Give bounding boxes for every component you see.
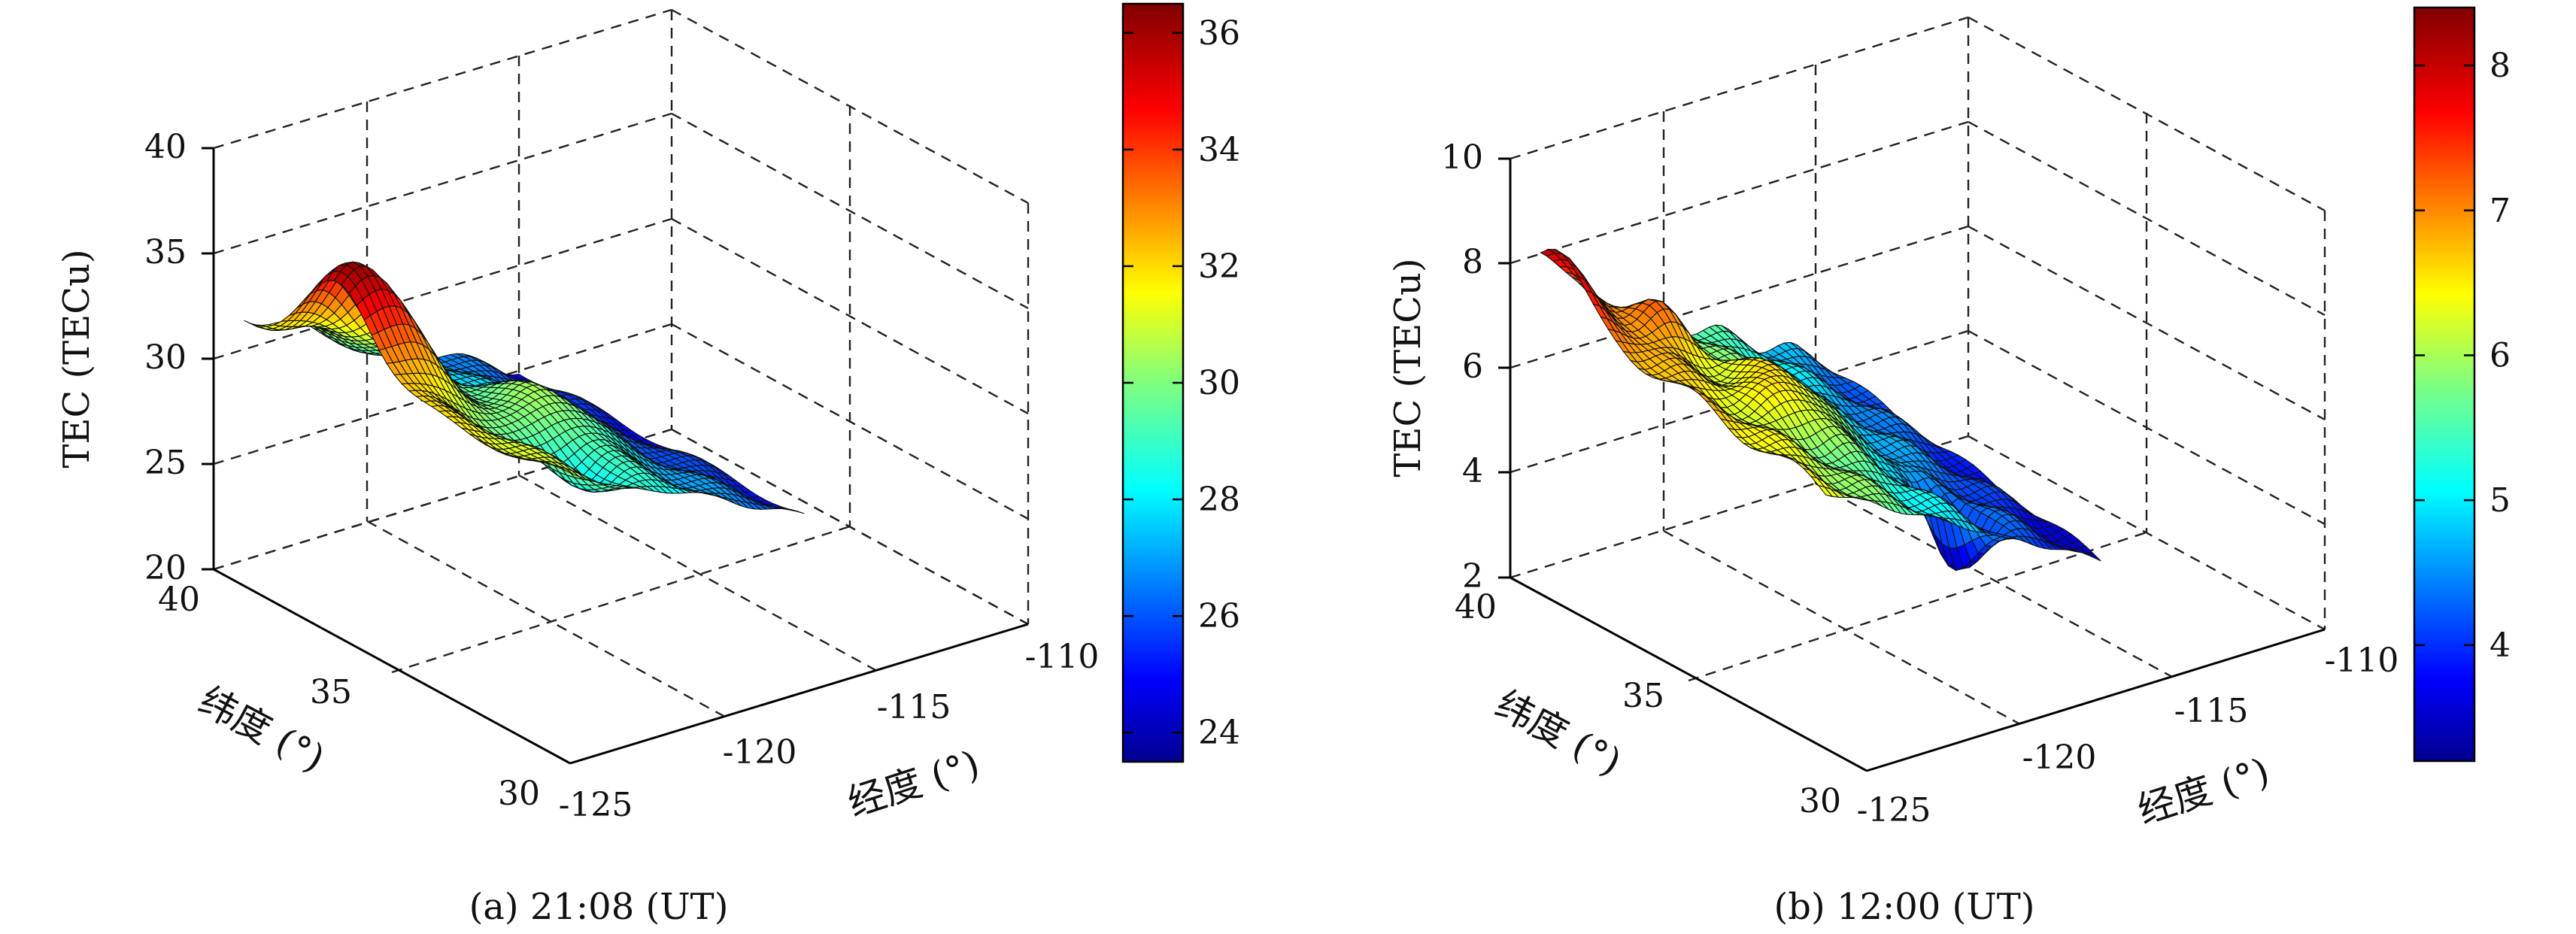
- panel-b-z-tick-6: 6: [1462, 347, 1483, 386]
- colorbar-tick-label: 8: [2490, 47, 2511, 85]
- panel-a-x-tick-110: -110: [1025, 638, 1100, 676]
- panel-b-surface: [1540, 248, 2101, 572]
- panel-b-colorbar-ticks: 4 5 6 7 8: [2414, 47, 2511, 665]
- panel-a-axes-box: [202, 8, 1030, 765]
- panel-b-x-axis-label: 经度 (°): [2132, 749, 2274, 832]
- panel-b-x-tick-125: -125: [1857, 791, 1931, 829]
- panel-b-y-axis-label: 纬度 (°): [1488, 682, 1628, 784]
- panel-a-x-tick-125: -125: [559, 786, 633, 824]
- panel-a-y-tick-40: 40: [158, 581, 200, 619]
- panel-b: 10 8 6 4 2 TEC (TECu) 40 35 30 纬度 (°) -1…: [1387, 6, 2511, 928]
- panel-b-axes-box: [1498, 16, 2326, 772]
- panel-b-y-tick-35: 35: [1622, 677, 1664, 715]
- panel-b-caption: (b) 12:00 (UT): [1774, 886, 2035, 928]
- panel-a: 40 35 30 25 20 TEC (TECu) 40 35 30 纬度 (°…: [56, 2, 1240, 928]
- panel-b-x-tick-120: -120: [2022, 738, 2097, 777]
- panel-b-y-tick-40: 40: [1455, 588, 1497, 626]
- colorbar-tick-label: 7: [2490, 192, 2511, 230]
- colorbar-tick-label: 30: [1198, 364, 1240, 402]
- panel-b-z-tick-8: 8: [1462, 243, 1483, 281]
- panel-a-x-axis-label: 经度 (°): [842, 741, 985, 825]
- panel-a-colorbar-ticks: 24 26 28 30 32 34 36: [1123, 14, 1240, 752]
- panel-b-y-tick-30: 30: [1799, 782, 1841, 820]
- panel-a-surface: [244, 261, 805, 514]
- colorbar-tick-label: 28: [1198, 481, 1240, 519]
- panel-a-z-tick-35: 35: [144, 233, 187, 271]
- surface-cell: [790, 509, 805, 514]
- panel-a-colorbar: 24 26 28 30 32 34 36: [1121, 2, 1240, 763]
- panel-b-x-tick-110: -110: [2325, 641, 2399, 680]
- panel-b-colorbar: 4 5 6 7 8: [2413, 6, 2511, 763]
- panel-a-x-tick-120: -120: [723, 733, 797, 772]
- colorbar-tick-label: 26: [1198, 597, 1240, 635]
- colorbar-tick-label: 34: [1198, 131, 1240, 169]
- panel-b-z-axis-label: TEC (TECu): [1387, 258, 1429, 477]
- panel-a-z-tick-30: 30: [144, 338, 187, 377]
- panel-b-colorbar-gradient: [2413, 6, 2476, 763]
- panel-a-x-tick-115: -115: [877, 688, 951, 726]
- panel-b-x-tick-115: -115: [2174, 692, 2249, 730]
- colorbar-tick-label: 5: [2490, 481, 2511, 520]
- panel-a-z-tick-25: 25: [144, 444, 187, 482]
- panel-a-y-tick-30: 30: [498, 775, 540, 813]
- colorbar-tick-label: 6: [2490, 336, 2511, 375]
- panel-a-z-axis-label: TEC (TECu): [56, 249, 98, 468]
- panel-a-y-tick-35: 35: [310, 673, 352, 711]
- panel-a-z-tick-40: 40: [144, 128, 187, 166]
- colorbar-tick-label: 4: [2490, 626, 2511, 665]
- panel-b-z-tick-10: 10: [1441, 138, 1483, 177]
- colorbar-tick-label: 32: [1198, 247, 1240, 286]
- panel-a-z-tick-20: 20: [144, 549, 187, 587]
- surface-cell: [2086, 552, 2101, 562]
- panel-b-z-tick-4: 4: [1462, 452, 1483, 490]
- colorbar-tick-label: 24: [1198, 714, 1240, 752]
- panel-b-z-tick-2: 2: [1462, 557, 1483, 596]
- colorbar-tick-label: 36: [1198, 14, 1240, 53]
- panel-a-caption: (a) 21:08 (UT): [469, 886, 729, 928]
